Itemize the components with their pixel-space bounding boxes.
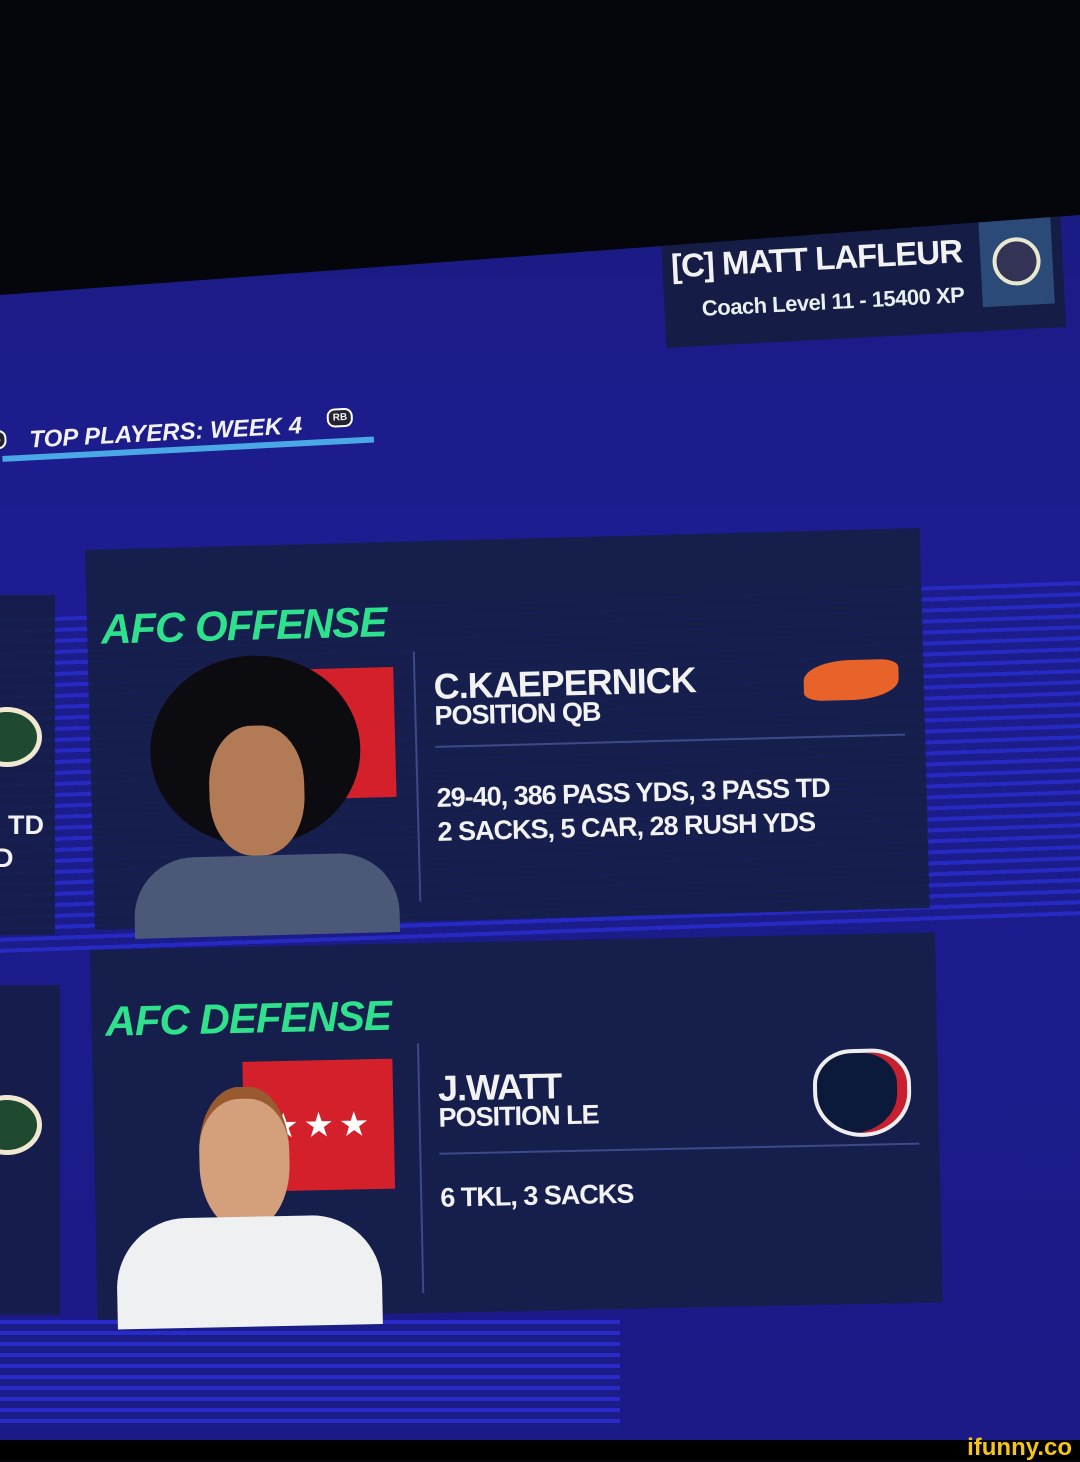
coach-level: Coach Level 11 - 15400 XP bbox=[701, 282, 965, 321]
player-photo bbox=[113, 1084, 388, 1330]
broncos-logo-icon bbox=[803, 658, 900, 702]
side-card: TD D bbox=[0, 595, 55, 935]
divider bbox=[439, 1142, 920, 1155]
side-stat-2: D bbox=[0, 843, 14, 873]
coach-badge: [C] MATT LAFLEUR Coach Level 11 - 15400 … bbox=[660, 215, 1067, 348]
rb-button[interactable]: RB bbox=[326, 407, 354, 428]
packers-logo-icon bbox=[0, 1095, 42, 1155]
divider bbox=[435, 733, 906, 748]
watermark-bar: ifunny.co bbox=[0, 1434, 1080, 1461]
afc-defense-card[interactable]: AFC DEFENSE ★ ★ ★ J.WATT POSITION LE 6 T… bbox=[90, 932, 943, 1330]
decor-stripes bbox=[0, 1320, 620, 1430]
divider bbox=[412, 651, 422, 902]
player-stats-line-1: 6 TKL, 3 SACKS bbox=[439, 1178, 634, 1213]
coach-name: [C] MATT LAFLEUR bbox=[670, 232, 963, 285]
page-nav: LB TOP PLAYERS: WEEK 4 RB bbox=[0, 393, 375, 468]
player-position: POSITION LE bbox=[438, 1099, 599, 1133]
card-title: AFC OFFENSE bbox=[100, 598, 387, 653]
lb-button[interactable]: LB bbox=[0, 429, 8, 450]
texans-logo-icon bbox=[812, 1047, 913, 1138]
divider bbox=[417, 1043, 425, 1294]
watermark: ifunny.co bbox=[967, 1434, 1072, 1461]
card-title: AFC DEFENSE bbox=[105, 991, 392, 1045]
player-position: POSITION QB bbox=[434, 696, 601, 731]
side-card bbox=[0, 985, 60, 1315]
afc-offense-card[interactable]: AFC OFFENSE ★ C.KAEPERNICK POSITION QB 2… bbox=[85, 528, 930, 939]
packers-logo-icon bbox=[0, 707, 42, 767]
avatar-head-icon bbox=[991, 236, 1042, 287]
coach-avatar bbox=[978, 215, 1055, 308]
player-photo bbox=[128, 652, 401, 939]
side-stat-1: TD bbox=[8, 810, 44, 840]
